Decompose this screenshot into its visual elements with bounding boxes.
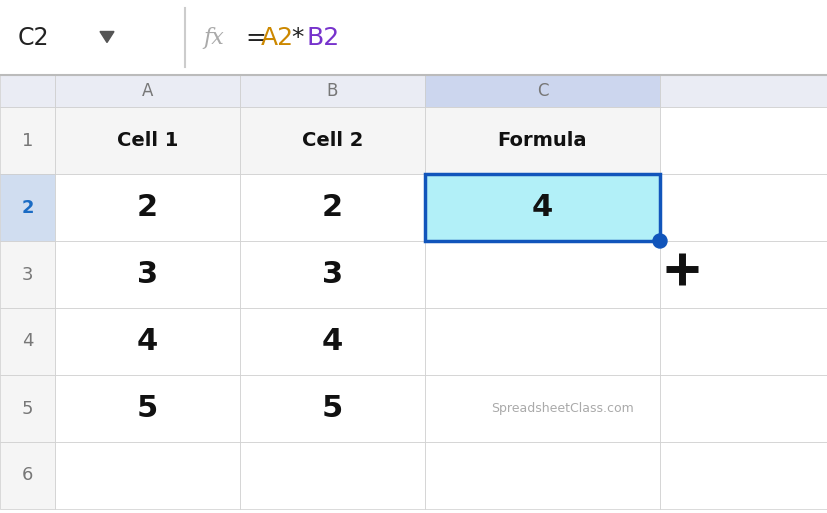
Text: 3: 3	[22, 266, 33, 284]
Text: =: =	[245, 26, 265, 49]
Circle shape	[653, 234, 667, 248]
Bar	[424, 241, 659, 308]
Bar	[424, 107, 659, 174]
Bar	[240, 308, 424, 375]
Text: Formula: Formula	[497, 131, 586, 150]
Text: 4: 4	[322, 327, 342, 356]
Text: A2: A2	[261, 26, 294, 49]
Bar	[424, 442, 659, 509]
Polygon shape	[100, 31, 114, 43]
Text: 2: 2	[322, 193, 342, 222]
Bar	[659, 442, 827, 509]
Bar	[240, 107, 424, 174]
Bar	[240, 375, 424, 442]
Bar	[240, 241, 424, 308]
Bar	[55, 442, 240, 509]
Bar	[424, 75, 659, 107]
Bar	[55, 75, 240, 107]
Text: 4: 4	[22, 332, 33, 350]
Bar	[659, 241, 827, 308]
Bar	[659, 308, 827, 375]
Bar	[55, 308, 240, 375]
Text: fx: fx	[203, 27, 223, 49]
Text: 3: 3	[322, 260, 342, 289]
Text: *: *	[290, 26, 303, 49]
Bar	[424, 174, 659, 241]
Bar	[659, 107, 827, 174]
Text: C: C	[536, 82, 547, 100]
Bar	[55, 107, 240, 174]
Bar	[659, 375, 827, 442]
Bar	[659, 75, 827, 107]
Bar	[424, 174, 659, 241]
Bar	[659, 174, 827, 241]
Text: SpreadsheetClass.com: SpreadsheetClass.com	[490, 402, 633, 415]
Text: 5: 5	[136, 394, 158, 423]
Text: Cell 2: Cell 2	[302, 131, 363, 150]
Bar	[424, 375, 659, 442]
Bar	[55, 174, 240, 241]
Bar	[55, 241, 240, 308]
Bar	[0, 75, 55, 107]
Bar	[0, 0, 827, 75]
Text: Cell 1: Cell 1	[117, 131, 178, 150]
Text: 4: 4	[136, 327, 158, 356]
Bar	[0, 107, 55, 174]
Bar	[0, 174, 55, 241]
Bar	[240, 174, 424, 241]
Text: 5: 5	[22, 400, 33, 418]
Text: 2: 2	[136, 193, 158, 222]
Bar	[0, 308, 55, 375]
Bar	[424, 308, 659, 375]
Bar	[0, 442, 55, 509]
Bar	[240, 442, 424, 509]
Text: 6: 6	[22, 466, 33, 484]
Text: B2: B2	[307, 26, 340, 49]
Text: C2: C2	[18, 26, 50, 49]
Text: 5: 5	[322, 394, 342, 423]
Text: A: A	[141, 82, 153, 100]
Text: 4: 4	[531, 193, 552, 222]
Bar	[0, 375, 55, 442]
Bar	[240, 75, 424, 107]
Text: 3: 3	[136, 260, 158, 289]
Bar	[55, 375, 240, 442]
Text: B: B	[327, 82, 337, 100]
Text: 2: 2	[22, 199, 34, 216]
Bar	[0, 241, 55, 308]
Text: 1: 1	[22, 131, 33, 149]
